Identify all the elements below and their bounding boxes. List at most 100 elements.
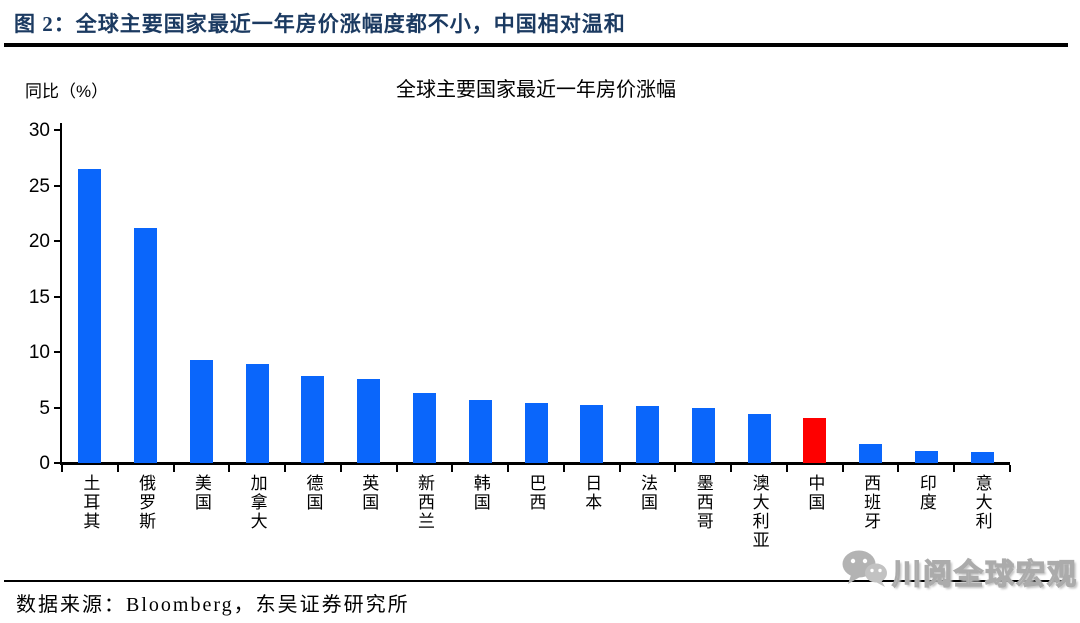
watermark: 川阅全球宏观 — [840, 548, 1078, 595]
bar-日本 — [580, 405, 604, 463]
x-tick-mark — [339, 465, 342, 472]
bar-slot — [675, 130, 731, 463]
x-tick-mark — [897, 465, 900, 472]
category-slot: 德国 — [285, 474, 341, 550]
bar-slot — [954, 130, 1010, 463]
bar-澳大利亚 — [747, 414, 771, 463]
category-label: 法国 — [638, 474, 658, 512]
y-tick-label: 10 — [28, 342, 50, 363]
y-tick-label: 25 — [28, 175, 50, 197]
x-tick-mark — [395, 465, 398, 472]
y-tick-label: 5 — [39, 397, 50, 419]
x-tick-mark — [1009, 465, 1011, 472]
bar-slot — [62, 130, 118, 463]
bar-slot — [118, 130, 174, 463]
bar-slot — [731, 130, 787, 463]
category-slot: 印度 — [898, 474, 954, 550]
bar-加拿大 — [245, 364, 269, 463]
top-divider — [4, 43, 1068, 47]
category-label: 巴西 — [526, 474, 546, 512]
category-slot: 西班牙 — [843, 474, 899, 550]
watermark-label: 川阅全球宏观 — [891, 558, 1079, 591]
bar-巴西 — [524, 403, 548, 463]
x-tick-mark — [785, 465, 788, 472]
bar-slot — [397, 130, 453, 463]
category-slot: 法国 — [620, 474, 676, 550]
bar-意大利 — [970, 451, 994, 463]
category-slot: 巴西 — [508, 474, 564, 550]
bar-slot — [843, 130, 899, 463]
x-tick-mark — [61, 465, 63, 472]
category-label: 土耳其 — [80, 474, 100, 531]
x-tick-mark — [841, 465, 844, 472]
category-slot: 加拿大 — [229, 474, 285, 550]
bar-slot — [341, 130, 397, 463]
x-axis-ticks — [61, 465, 1011, 472]
x-tick-mark — [507, 465, 510, 472]
bar-slot — [787, 130, 843, 463]
y-tick-label: 30 — [28, 120, 50, 141]
bar-slot — [564, 130, 620, 463]
y-tick-mark — [54, 295, 62, 298]
y-tick-mark — [54, 351, 62, 353]
category-label: 澳大利亚 — [749, 474, 769, 550]
category-slot: 日本 — [564, 474, 620, 550]
category-slot: 土耳其 — [62, 474, 118, 550]
bottom-divider — [4, 580, 1068, 582]
data-source-note: 数据来源：Bloomberg，东吴证券研究所 — [16, 594, 410, 616]
bar-新西兰 — [412, 393, 436, 463]
category-axis-labels: 土耳其 俄罗斯 美国 加拿大 德国 英国 新西兰 韩国 巴西 日本 法国 墨西哥 澳大利亚 中国 西班牙 印度… — [62, 474, 1010, 550]
x-tick-mark — [618, 465, 621, 472]
bar-美国 — [189, 359, 213, 463]
x-tick-mark — [228, 465, 231, 472]
category-label: 加拿大 — [247, 474, 267, 531]
x-tick-mark — [172, 465, 175, 472]
y-tick-label: 20 — [28, 231, 50, 252]
bar-土耳其 — [78, 168, 102, 463]
category-label: 日本 — [582, 474, 602, 512]
bar-slot — [229, 130, 285, 463]
x-axis-line — [60, 462, 1010, 465]
category-label: 美国 — [191, 474, 211, 512]
bar-slot — [620, 130, 676, 463]
x-tick-mark — [674, 465, 677, 472]
y-tick-mark — [54, 184, 62, 187]
category-slot: 意大利 — [954, 474, 1010, 550]
category-label: 中国 — [805, 474, 825, 512]
x-tick-mark — [284, 465, 287, 472]
y-tick-mark — [54, 129, 62, 131]
category-label: 韩国 — [470, 474, 490, 512]
bar-法国 — [636, 406, 660, 463]
category-label: 印度 — [916, 474, 936, 512]
bar-slot — [898, 130, 954, 463]
y-tick-mark — [54, 406, 62, 409]
category-slot: 新西兰 — [397, 474, 453, 550]
bar-slot — [508, 130, 564, 463]
bar-俄罗斯 — [134, 227, 158, 463]
category-slot: 澳大利亚 — [731, 474, 787, 550]
category-slot: 韩国 — [452, 474, 508, 550]
category-label: 英国 — [359, 474, 379, 512]
category-label: 新西兰 — [414, 474, 434, 531]
category-label: 墨西哥 — [693, 474, 713, 531]
y-tick-mark — [54, 240, 62, 242]
x-tick-mark — [562, 465, 565, 472]
category-slot: 中国 — [787, 474, 843, 550]
category-label: 德国 — [303, 474, 323, 512]
category-label: 意大利 — [972, 474, 992, 531]
y-tick-label: 15 — [28, 286, 50, 308]
wechat-icon — [840, 548, 888, 595]
chart-title: 全球主要国家最近一年房价涨幅 — [396, 79, 676, 101]
category-slot: 英国 — [341, 474, 397, 550]
figure-title: 图 2：全球主要国家最近一年房价涨幅度都不小，中国相对温和 — [14, 12, 626, 36]
category-slot: 俄罗斯 — [118, 474, 174, 550]
bar-中国 — [803, 417, 827, 463]
bar-slot — [452, 130, 508, 463]
x-tick-mark — [451, 465, 454, 472]
bar-series — [62, 130, 1010, 463]
y-axis-unit-label: 同比（%） — [25, 82, 109, 101]
bar-slot — [174, 130, 230, 463]
bar-西班牙 — [859, 444, 883, 463]
y-axis-line — [60, 123, 62, 465]
x-tick-mark — [116, 465, 119, 472]
